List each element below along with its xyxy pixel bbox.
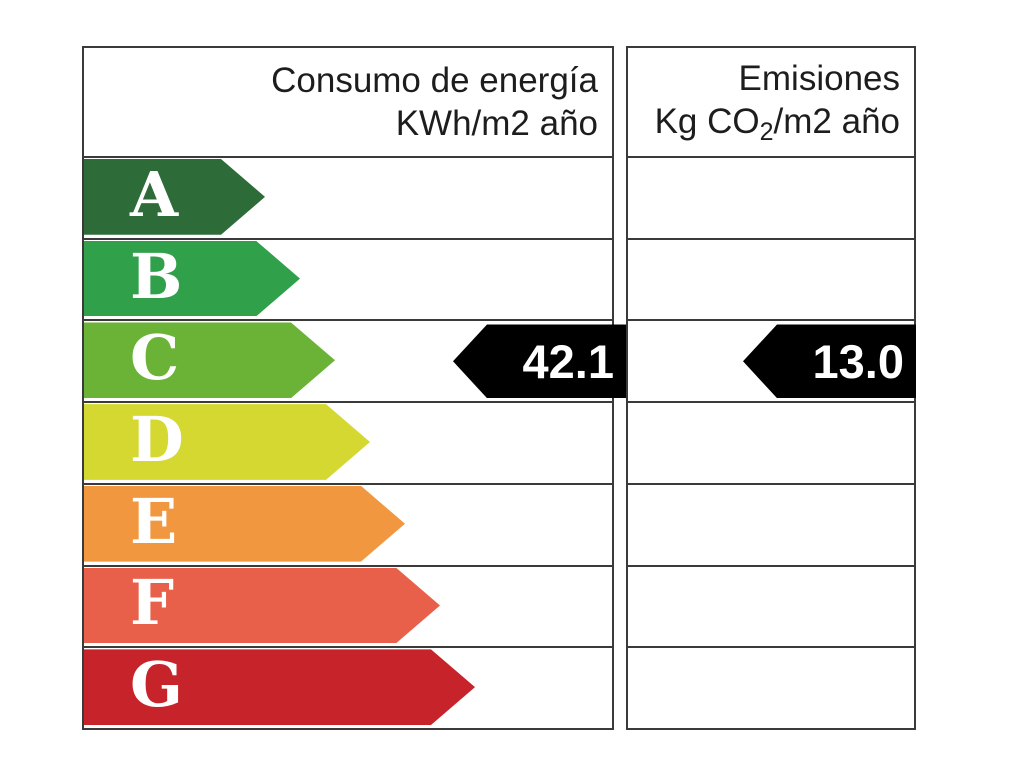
emissions-row-a [628, 158, 914, 240]
emissions-row-f [628, 567, 914, 649]
co2-subscript: 2 [759, 118, 774, 146]
scale-row-e: E [84, 485, 612, 567]
emissions-row-g [628, 648, 914, 728]
scale-row-c: C 42.1 [84, 321, 626, 404]
rating-arrow-g: G [84, 649, 475, 725]
emissions-row-e [628, 485, 914, 567]
consumption-value-arrow: 42.1 [453, 324, 626, 399]
consumption-column: Consumo de energía KWh/m2 año A B C 42.1 [82, 46, 626, 730]
emissions-value: 13.0 [812, 334, 904, 388]
scale-row-f: F [84, 567, 612, 649]
scale-row-a: A [84, 158, 612, 240]
rating-arrow-b: B [84, 241, 300, 317]
consumption-header-line1: Consumo de energía [271, 61, 598, 100]
consumption-header-line2: KWh/m2 año [395, 104, 598, 143]
emissions-row-c: 13.0 [628, 321, 916, 404]
rating-letter-g: G [130, 648, 183, 722]
rating-arrow-c: C [84, 322, 335, 398]
consumption-header: Consumo de energía KWh/m2 año [84, 48, 612, 158]
emissions-column: Emisiones Kg CO2/m2 año 13.0 [626, 46, 916, 730]
rating-letter-f: F [130, 566, 175, 640]
rating-letter-c: C [130, 321, 180, 395]
scale-row-g: G [84, 648, 612, 728]
rating-arrow-f: F [84, 568, 440, 644]
rating-arrow-a: A [84, 159, 265, 235]
energy-rating-table: Consumo de energía KWh/m2 año A B C 42.1 [82, 46, 916, 730]
emissions-header-line2: Kg CO2/m2 año [654, 102, 900, 146]
rating-arrow-d: D [84, 404, 370, 480]
emissions-row-b [628, 240, 914, 322]
consumption-value: 42.1 [522, 334, 614, 388]
emissions-header-line1: Emisiones [738, 59, 900, 98]
emissions-header: Emisiones Kg CO2/m2 año [628, 48, 914, 158]
scale-row-b: B [84, 240, 612, 322]
rating-letter-d: D [130, 403, 184, 477]
rating-arrow-e: E [84, 486, 405, 562]
rating-letter-a: A [130, 157, 179, 231]
rating-letter-b: B [130, 239, 183, 313]
rating-letter-e: E [130, 484, 178, 558]
scale-row-d: D [84, 403, 612, 485]
emissions-value-arrow: 13.0 [743, 324, 916, 399]
emissions-row-d [628, 403, 914, 485]
